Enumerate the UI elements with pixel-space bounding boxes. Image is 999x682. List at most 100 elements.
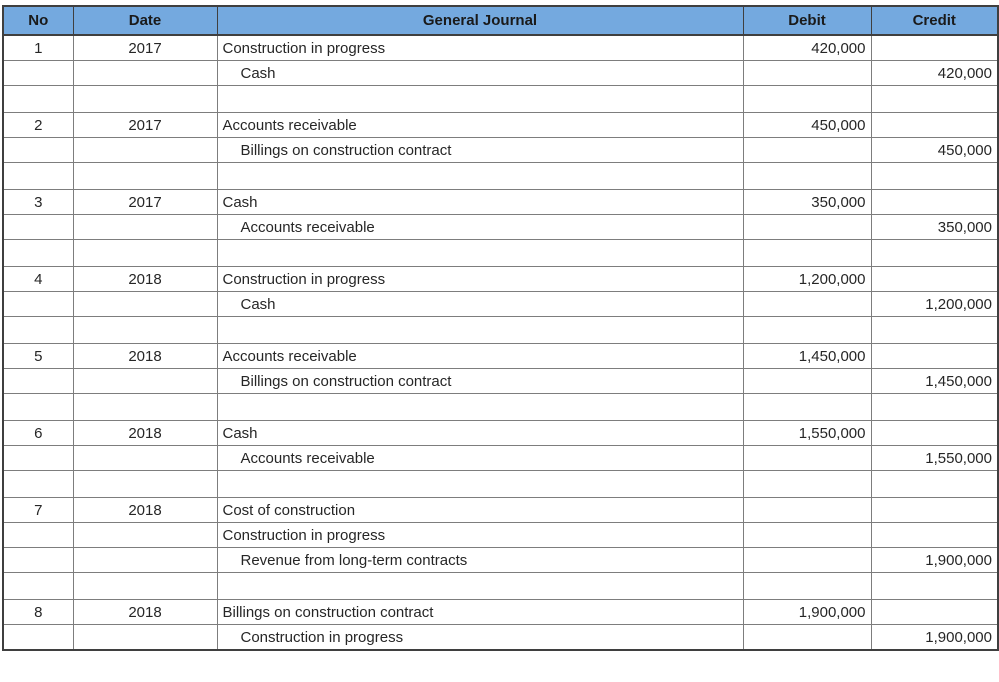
entry-number-cell: 4: [2, 266, 74, 292]
table-body: 1 2017 Construction in progress 420,000 Cash…: [2, 34, 999, 651]
journal-row: 1 2017 Construction in progress 420,000: [2, 34, 999, 61]
account-cell: [216, 572, 744, 600]
journal-row: Billings on construction contract 450,000: [2, 137, 999, 163]
journal-row: Construction in progress: [2, 522, 999, 548]
account-cell: Billings on construction contract: [216, 137, 744, 163]
account-cell: Construction in progress: [216, 266, 744, 292]
debit-cell: [742, 316, 872, 344]
account-cell: Accounts receivable: [216, 214, 744, 240]
date-cell: 2017: [72, 34, 218, 61]
debit-cell: [742, 368, 872, 394]
spacer-row: [2, 316, 999, 344]
credit-cell: [870, 420, 999, 446]
entry-number-cell: 7: [2, 497, 74, 523]
date-cell: [72, 137, 218, 163]
debit-cell: [742, 239, 872, 267]
spacer-row: [2, 470, 999, 498]
account-cell: [216, 316, 744, 344]
entry-number-cell: [2, 522, 74, 548]
account-cell: Construction in progress: [216, 34, 744, 61]
header-date: Date: [72, 5, 218, 36]
date-cell: 2018: [72, 599, 218, 625]
journal-row: Cash 1,200,000: [2, 291, 999, 317]
journal-row: 4 2018 Construction in progress 1,200,000: [2, 266, 999, 292]
entry-number-cell: 1: [2, 34, 74, 61]
journal-row: 2 2017 Accounts receivable 450,000: [2, 112, 999, 138]
credit-cell: [870, 572, 999, 600]
credit-cell: [870, 112, 999, 138]
debit-cell: [742, 214, 872, 240]
spacer-row: [2, 393, 999, 421]
debit-cell: [742, 60, 872, 86]
date-cell: [72, 547, 218, 573]
entry-number-cell: [2, 60, 74, 86]
spacer-row: [2, 162, 999, 190]
entry-number-cell: [2, 291, 74, 317]
entry-number-cell: [2, 572, 74, 600]
table-header: No Date General Journal Debit Credit: [2, 5, 999, 36]
entry-number-cell: [2, 214, 74, 240]
debit-cell: 450,000: [742, 112, 872, 138]
date-cell: [72, 522, 218, 548]
journal-row: 8 2018 Billings on construction contract 1,…: [2, 599, 999, 625]
header-debit: Debit: [742, 5, 872, 36]
credit-cell: 1,200,000: [870, 291, 999, 317]
entry-number-cell: [2, 393, 74, 421]
journal-row: Accounts receivable 350,000: [2, 214, 999, 240]
credit-cell: 420,000: [870, 60, 999, 86]
account-cell: Cost of construction: [216, 497, 744, 523]
debit-cell: [742, 393, 872, 421]
date-cell: 2018: [72, 266, 218, 292]
account-cell: [216, 239, 744, 267]
credit-cell: 350,000: [870, 214, 999, 240]
account-cell: Accounts receivable: [216, 445, 744, 471]
credit-cell: 1,900,000: [870, 624, 999, 651]
header-credit: Credit: [870, 5, 999, 36]
date-cell: [72, 368, 218, 394]
credit-cell: [870, 470, 999, 498]
date-cell: [72, 239, 218, 267]
debit-cell: [742, 547, 872, 573]
debit-cell: [742, 162, 872, 190]
credit-cell: [870, 266, 999, 292]
debit-cell: [742, 445, 872, 471]
date-cell: [72, 214, 218, 240]
header-no: No: [2, 5, 74, 36]
journal-row: 6 2018 Cash 1,550,000: [2, 420, 999, 446]
debit-cell: [742, 85, 872, 113]
entry-number-cell: 3: [2, 189, 74, 215]
debit-cell: 1,200,000: [742, 266, 872, 292]
account-cell: Accounts receivable: [216, 343, 744, 369]
date-cell: [72, 291, 218, 317]
entry-number-cell: [2, 445, 74, 471]
entry-number-cell: 8: [2, 599, 74, 625]
credit-cell: [870, 189, 999, 215]
credit-cell: 1,900,000: [870, 547, 999, 573]
date-cell: [72, 470, 218, 498]
account-cell: [216, 85, 744, 113]
spacer-row: [2, 85, 999, 113]
journal-row: 3 2017 Cash 350,000: [2, 189, 999, 215]
entry-number-cell: [2, 162, 74, 190]
credit-cell: [870, 343, 999, 369]
account-cell: Billings on construction contract: [216, 599, 744, 625]
date-cell: 2017: [72, 112, 218, 138]
account-cell: Revenue from long-term contracts: [216, 547, 744, 573]
debit-cell: [742, 470, 872, 498]
date-cell: [72, 624, 218, 651]
account-cell: Cash: [216, 189, 744, 215]
entry-number-cell: [2, 624, 74, 651]
date-cell: 2018: [72, 420, 218, 446]
debit-cell: 1,450,000: [742, 343, 872, 369]
account-cell: [216, 162, 744, 190]
header-general-journal: General Journal: [216, 5, 744, 36]
account-cell: Cash: [216, 60, 744, 86]
entry-number-cell: [2, 85, 74, 113]
entry-number-cell: 2: [2, 112, 74, 138]
account-cell: [216, 470, 744, 498]
entry-number-cell: [2, 470, 74, 498]
journal-row: Cash 420,000: [2, 60, 999, 86]
credit-cell: [870, 34, 999, 61]
debit-cell: [742, 497, 872, 523]
account-cell: Accounts receivable: [216, 112, 744, 138]
